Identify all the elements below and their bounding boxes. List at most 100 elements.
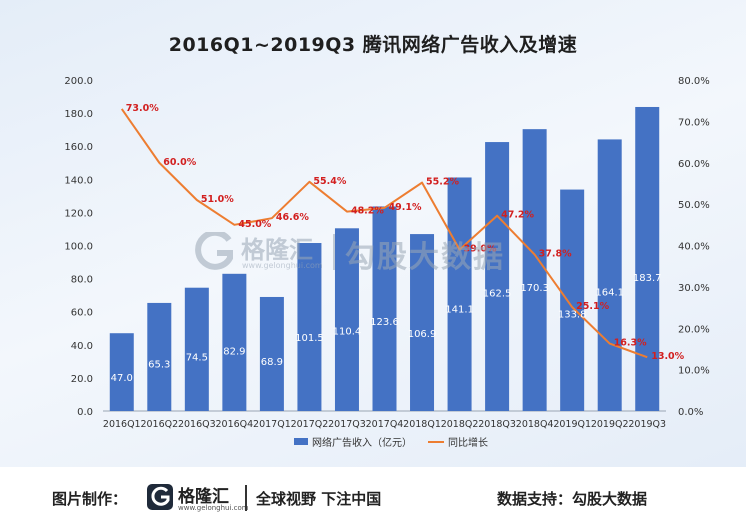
- slogan: 全球视野 下注中国: [256, 490, 382, 508]
- bar-value-label: 68.9: [261, 357, 283, 368]
- line-value-label: 13.0%: [651, 351, 684, 362]
- bar-value-label: 82.9: [223, 347, 245, 358]
- x-tick-label: 2018Q3: [478, 419, 516, 430]
- x-tick-label: 2017Q1: [253, 419, 291, 430]
- bar-value-label: 123.6: [370, 317, 399, 328]
- y-right-tick-label: 80.0%: [678, 76, 710, 87]
- line-value-label: 49.1%: [389, 202, 422, 213]
- bar: [222, 273, 247, 411]
- y-right-tick-label: 10.0%: [678, 366, 710, 377]
- legend-label-bar: 网络广告收入（亿元）: [312, 436, 412, 449]
- y-right-tick-label: 70.0%: [678, 117, 710, 128]
- watermark-divider: [333, 234, 335, 270]
- y-left-tick-label: 120.0: [64, 208, 93, 219]
- bar: [334, 228, 359, 411]
- x-tick-label: 2019Q2: [591, 419, 629, 430]
- legend-swatch-bar: [294, 438, 308, 445]
- watermark-text: 勾股大数据: [345, 240, 505, 275]
- brand-name: 格隆汇: [178, 487, 229, 507]
- footer-divider: [245, 485, 247, 511]
- bar: [560, 189, 585, 411]
- x-tick-label: 2017Q4: [366, 419, 404, 430]
- y-left-tick-label: 100.0: [64, 242, 93, 253]
- bar-value-label: 74.5: [186, 353, 208, 364]
- bar-value-label: 65.3: [148, 359, 170, 370]
- x-tick-label: 2016Q3: [178, 419, 216, 430]
- watermark-logo-icon: [195, 232, 233, 270]
- bar: [485, 142, 510, 411]
- axes: 0.0 20.0 40.0 60.0 80.0 100.0 120.0 140.0 160.0 1…: [64, 76, 709, 430]
- bar-value-label: 110.4: [333, 327, 362, 338]
- y-right-tick-label: 40.0%: [678, 242, 710, 253]
- y-left-tick-label: 60.0: [71, 308, 93, 319]
- line-value-label: 37.8%: [539, 249, 572, 260]
- bar-value-label: 183.7: [633, 273, 662, 284]
- bar: [259, 296, 284, 411]
- chart-title: 2016Q1~2019Q3 腾讯网络广告收入及增速: [168, 34, 578, 56]
- line-value-label: 55.2%: [426, 177, 459, 188]
- growth-line: [120, 108, 648, 359]
- footer: 图片制作： 格隆汇 www.gelonghui.com 全球视野 下注中国 数据…: [0, 467, 746, 531]
- y-left-tick-label: 0.0: [77, 407, 93, 418]
- y-left-tick-label: 80.0: [71, 275, 93, 286]
- bar: [297, 243, 322, 411]
- bar-value-label: 47.0: [111, 373, 133, 384]
- y-right-tick-label: 20.0%: [678, 324, 710, 335]
- x-tick-label: 2017Q3: [328, 419, 366, 430]
- x-tick-label: 2019Q1: [553, 419, 591, 430]
- x-tick-label: 2016Q4: [216, 419, 254, 430]
- brand-logo-icon: [147, 484, 173, 510]
- data-labels: 47.0 65.3 74.5 82.9 68.9 101.5 110.4 123.6 106.9…: [111, 103, 685, 384]
- y-left-tick-label: 200.0: [64, 76, 93, 87]
- x-tick-label: 2019Q3: [628, 419, 666, 430]
- line-value-label: 60.0%: [163, 157, 196, 168]
- y-left-tick-label: 20.0: [71, 374, 93, 385]
- y-right-tick-label: 0.0%: [678, 407, 703, 418]
- bar-series: [109, 106, 660, 412]
- legend: 网络广告收入（亿元） 同比增长: [294, 436, 488, 449]
- bar-value-label: 106.9: [408, 329, 437, 340]
- bar: [147, 302, 172, 411]
- y-left-tick-label: 180.0: [64, 109, 93, 120]
- bar-value-label: 101.5: [295, 333, 324, 344]
- line-value-label: 16.3%: [614, 338, 647, 349]
- line-value-label: 39.0%: [464, 244, 497, 255]
- line-value-label: 46.6%: [276, 212, 309, 223]
- bar: [447, 177, 472, 411]
- watermark-url: www.gelonghui.com: [242, 261, 323, 270]
- line-series: [120, 108, 648, 359]
- line-value-label: 51.0%: [201, 194, 234, 205]
- bar: [635, 106, 660, 411]
- watermark: 格隆汇 www.gelonghui.com 勾股大数据: [195, 228, 565, 278]
- x-tick-label: 2017Q2: [291, 419, 329, 430]
- x-tick-label: 2016Q1: [103, 419, 141, 430]
- bar: [597, 139, 622, 412]
- brand-url: www.gelonghui.com: [178, 504, 249, 512]
- y-left-tick-label: 140.0: [64, 175, 93, 186]
- x-tick-label: 2018Q1: [403, 419, 441, 430]
- line-value-label: 47.2%: [501, 210, 534, 221]
- bar: [410, 234, 435, 411]
- line-value-label: 45.0%: [238, 219, 271, 230]
- line-value-label: 25.1%: [576, 301, 609, 312]
- bar: [109, 333, 134, 411]
- data-source: 数据支持：勾股大数据: [497, 490, 648, 508]
- y-right-tick-label: 50.0%: [678, 200, 710, 211]
- legend-label-line: 同比增长: [448, 436, 488, 449]
- watermark-brand: 格隆汇: [241, 236, 313, 264]
- x-tick-label: 2018Q2: [441, 419, 479, 430]
- x-tick-label: 2016Q2: [140, 419, 178, 430]
- bar-value-label: 141.1: [445, 304, 474, 315]
- line-value-label: 48.2%: [351, 206, 384, 217]
- x-tick-label: 2018Q4: [516, 419, 554, 430]
- bar-value-label: 133.8: [558, 310, 587, 321]
- bar: [522, 129, 547, 411]
- bar-value-label: 164.1: [595, 288, 624, 299]
- y-left-tick-label: 40.0: [71, 341, 93, 352]
- bar: [372, 206, 397, 411]
- y-right-tick-label: 30.0%: [678, 283, 710, 294]
- line-value-label: 73.0%: [126, 103, 159, 114]
- bar-value-label: 162.5: [483, 289, 512, 300]
